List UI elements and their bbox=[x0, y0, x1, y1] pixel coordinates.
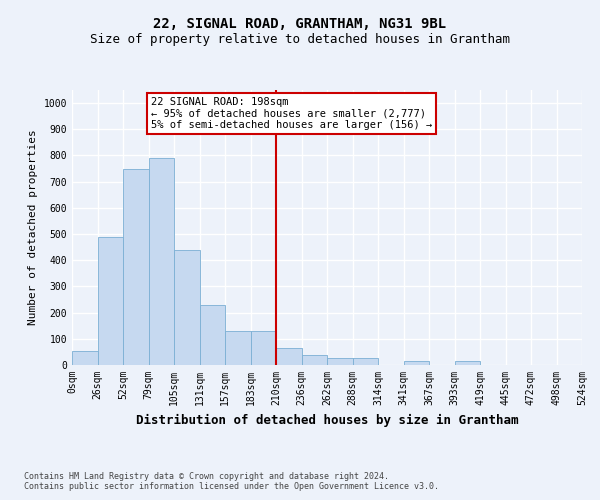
X-axis label: Distribution of detached houses by size in Grantham: Distribution of detached houses by size … bbox=[136, 414, 518, 426]
Bar bbox=[327, 358, 353, 365]
Bar bbox=[225, 331, 251, 365]
Text: Contains public sector information licensed under the Open Government Licence v3: Contains public sector information licen… bbox=[24, 482, 439, 491]
Bar bbox=[72, 350, 97, 365]
Bar bbox=[174, 250, 199, 365]
Bar bbox=[123, 168, 149, 365]
Bar bbox=[199, 305, 225, 365]
Bar bbox=[302, 354, 327, 365]
Text: Contains HM Land Registry data © Crown copyright and database right 2024.: Contains HM Land Registry data © Crown c… bbox=[24, 472, 389, 481]
Bar bbox=[251, 331, 276, 365]
Bar bbox=[149, 158, 174, 365]
Bar bbox=[455, 361, 480, 365]
Bar bbox=[276, 348, 302, 365]
Text: 22, SIGNAL ROAD, GRANTHAM, NG31 9BL: 22, SIGNAL ROAD, GRANTHAM, NG31 9BL bbox=[154, 18, 446, 32]
Bar bbox=[353, 358, 378, 365]
Text: 22 SIGNAL ROAD: 198sqm
← 95% of detached houses are smaller (2,777)
5% of semi-d: 22 SIGNAL ROAD: 198sqm ← 95% of detached… bbox=[151, 97, 432, 130]
Bar bbox=[404, 361, 429, 365]
Text: Size of property relative to detached houses in Grantham: Size of property relative to detached ho… bbox=[90, 32, 510, 46]
Y-axis label: Number of detached properties: Number of detached properties bbox=[28, 130, 38, 326]
Bar bbox=[97, 236, 123, 365]
